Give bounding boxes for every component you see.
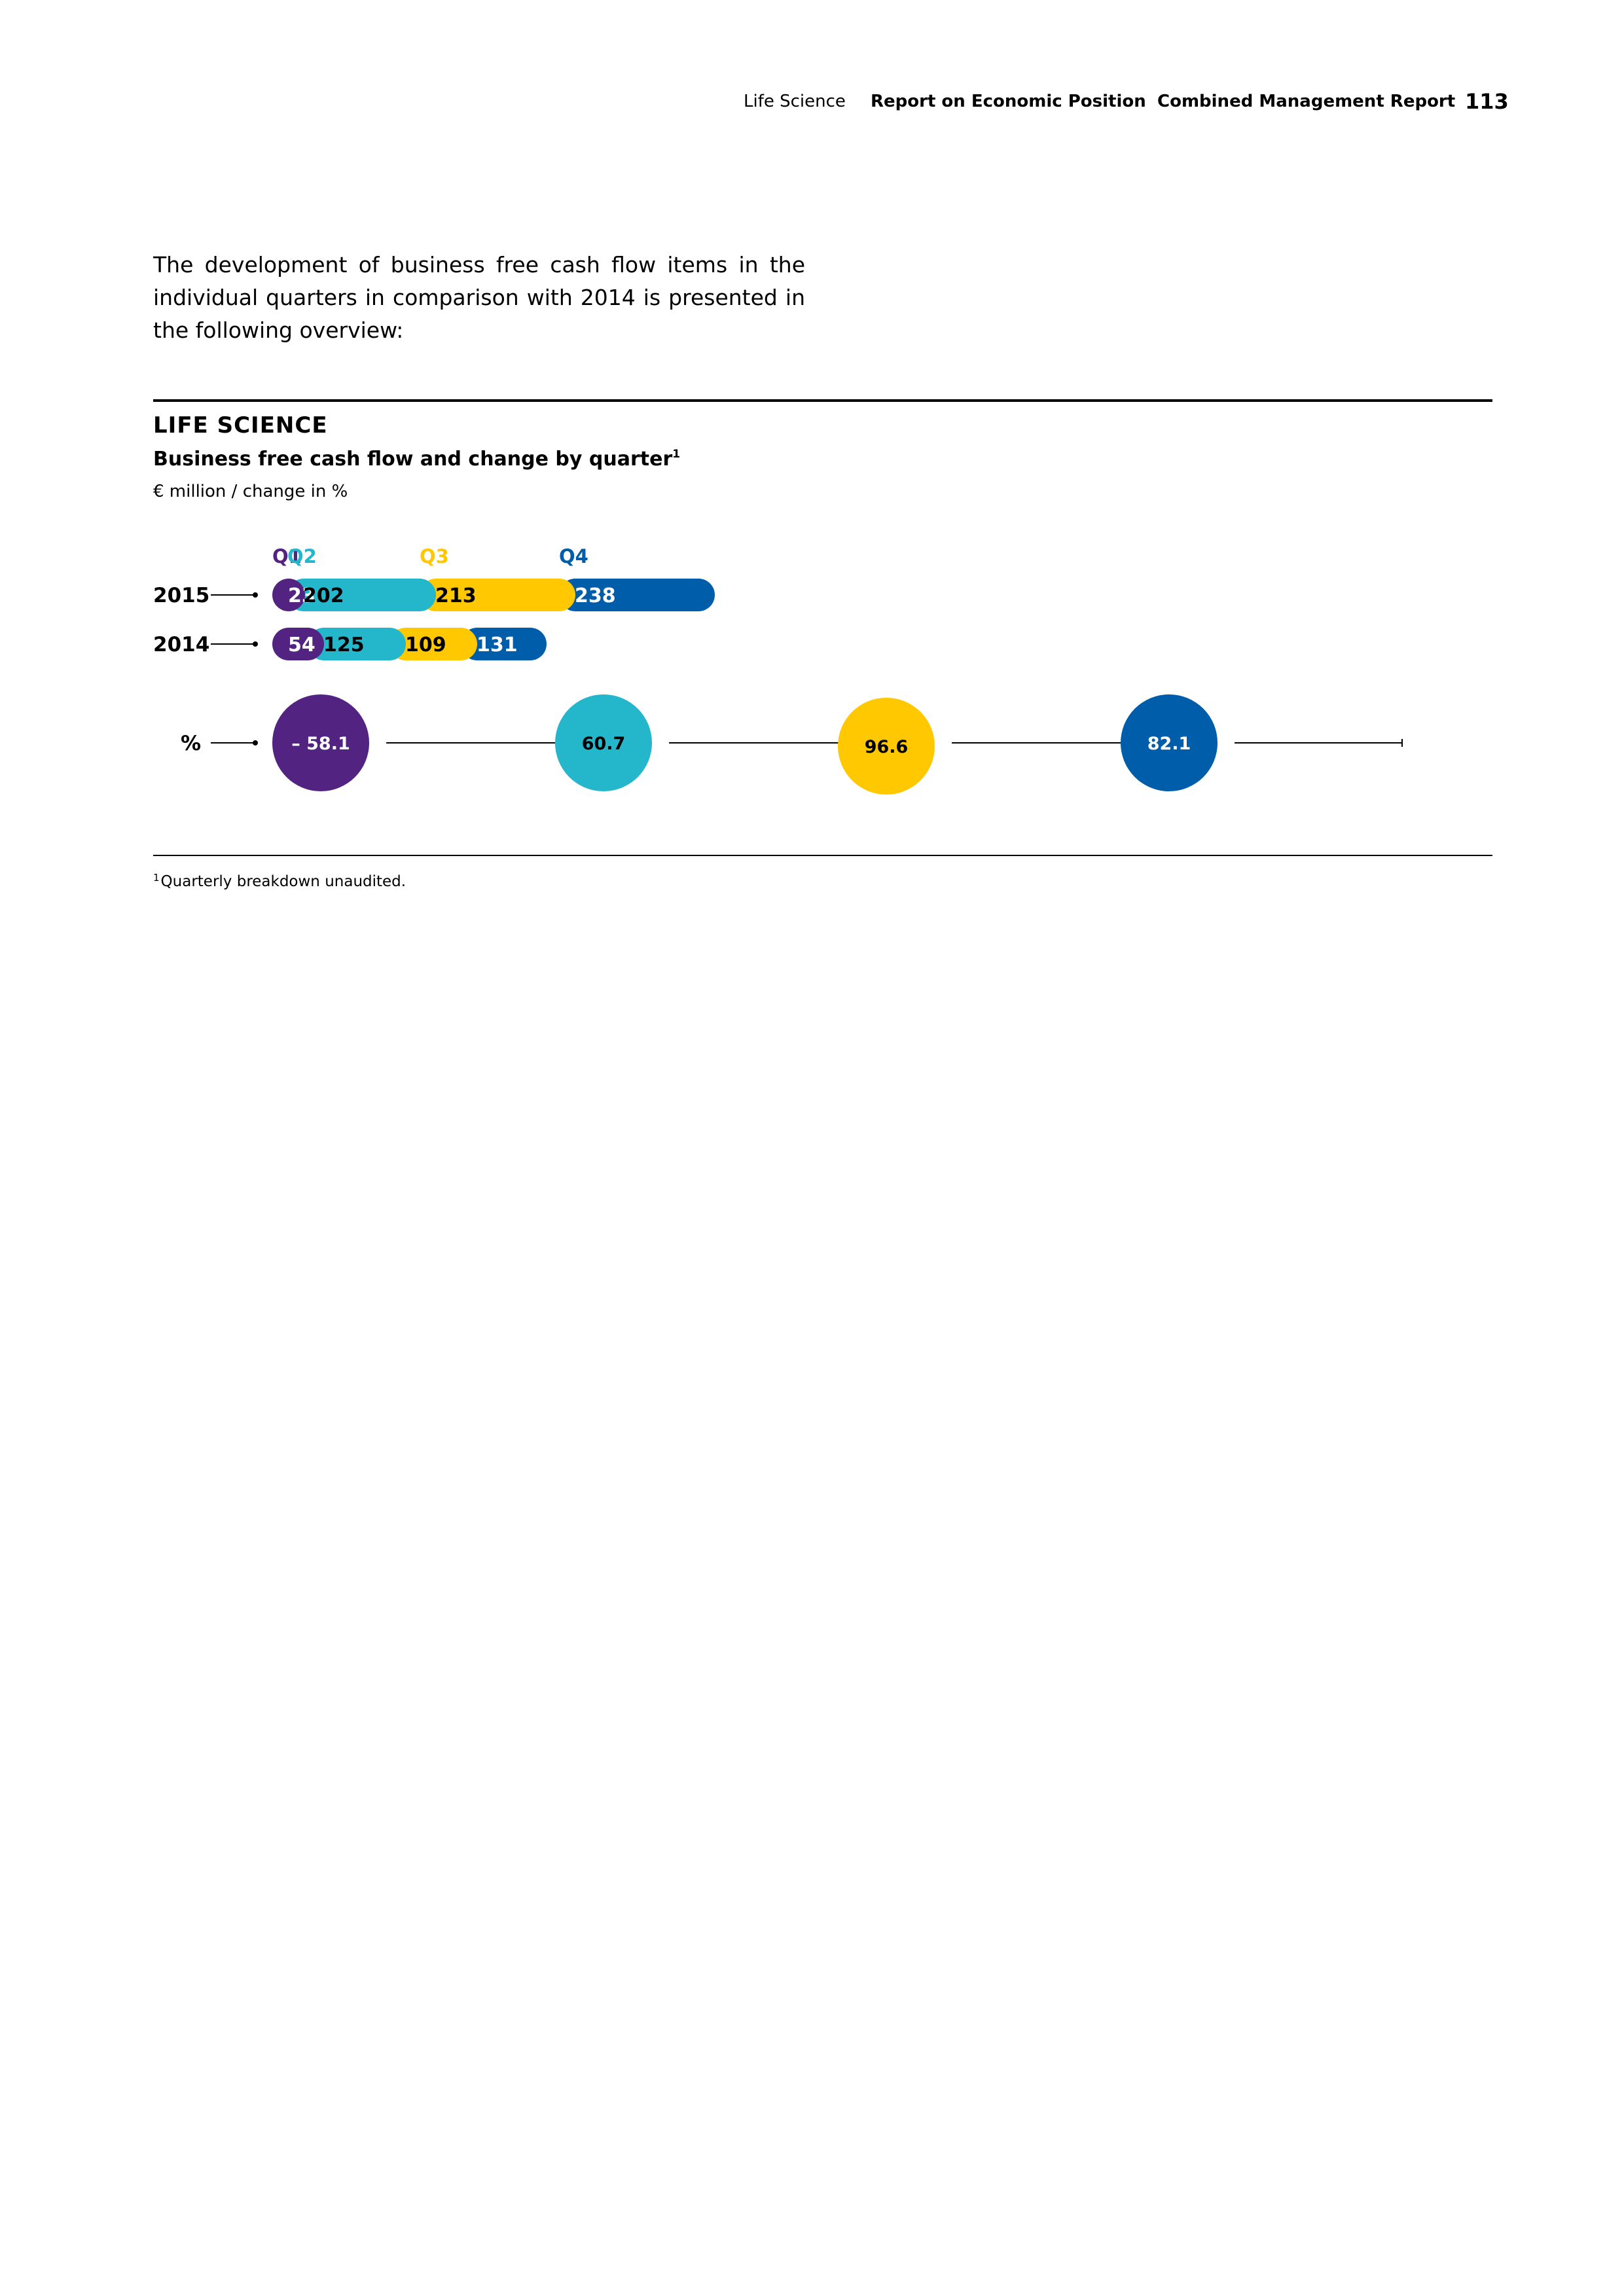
header-chapter: Report on Economic Position xyxy=(871,92,1146,111)
chart-title-text: Business free cash flow and change by qu… xyxy=(153,448,673,471)
change-circle-q1 xyxy=(272,694,369,791)
value-label-2015-q1: 23 xyxy=(288,584,316,607)
value-label-2015-q3: 213 xyxy=(435,584,477,607)
bar-2014-q1 xyxy=(272,628,324,660)
bar-2015-q2 xyxy=(287,579,436,611)
change-value-q2: 60.7 xyxy=(582,734,626,754)
intro-paragraph: The development of business free cash fl… xyxy=(153,252,805,343)
header-report: Combined Management Report xyxy=(1157,92,1456,111)
change-value-q3: 96.6 xyxy=(865,737,909,757)
bar-2015-q1 xyxy=(272,579,305,611)
bar-2015-q4 xyxy=(559,579,715,611)
category-label-q1: Q1 xyxy=(272,545,302,567)
footnote-mark: 1 xyxy=(153,872,160,884)
row-label-2014: 2014 xyxy=(153,633,209,656)
change-circle-q3 xyxy=(838,698,935,795)
chart-subtitle: € million / change in % xyxy=(153,482,348,501)
value-label-2014-q3: 109 xyxy=(405,634,446,656)
value-label-2014-q2: 125 xyxy=(323,634,365,656)
bar-2015-q3 xyxy=(420,579,575,611)
category-label-q3: Q3 xyxy=(420,545,449,567)
chart-title: Business free cash flow and change by qu… xyxy=(153,448,680,471)
value-label-2015-q2: 202 xyxy=(303,584,344,607)
bar-2014-q2 xyxy=(308,628,406,660)
value-label-2015-q4: 238 xyxy=(575,584,616,607)
category-label-q2: Q2 xyxy=(287,545,317,567)
bar-2014-q4 xyxy=(461,628,547,660)
section-title: LIFE SCIENCE xyxy=(153,412,328,439)
row-leader-dot xyxy=(253,592,258,598)
category-label-q4: Q4 xyxy=(559,545,588,567)
bottom-rule xyxy=(153,855,1492,856)
value-label-2014-q1: 54 xyxy=(288,634,316,656)
chart-title-footnote-mark: 1 xyxy=(672,448,681,461)
change-value-q4: 82.1 xyxy=(1147,734,1191,754)
change-leader-dot xyxy=(253,740,258,745)
value-label-2014-q4: 131 xyxy=(477,634,518,656)
footnote: 1Quarterly breakdown unaudited. xyxy=(153,872,406,890)
top-rule xyxy=(153,399,1492,402)
page-header: Life Science Report on Economic Position… xyxy=(0,89,1624,118)
header-section: Life Science xyxy=(744,92,846,111)
change-value-q1: – 58.1 xyxy=(291,734,350,754)
change-circle-q2 xyxy=(555,694,652,791)
page-number: 113 xyxy=(1465,89,1509,114)
row-leader-dot xyxy=(253,641,258,647)
change-circle-q4 xyxy=(1121,694,1218,791)
footnote-text: Quarterly breakdown unaudited. xyxy=(160,873,406,890)
change-row-label: % xyxy=(181,732,201,755)
bar-2014-q3 xyxy=(389,628,477,660)
row-label-2015: 2015 xyxy=(153,584,209,607)
